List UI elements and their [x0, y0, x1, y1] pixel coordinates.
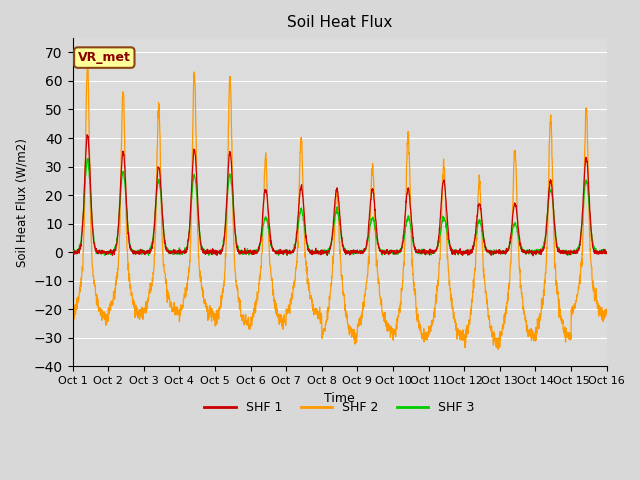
Y-axis label: Soil Heat Flux (W/m2): Soil Heat Flux (W/m2): [15, 138, 28, 267]
Text: VR_met: VR_met: [78, 51, 131, 64]
X-axis label: Time: Time: [324, 392, 355, 405]
Legend: SHF 1, SHF 2, SHF 3: SHF 1, SHF 2, SHF 3: [200, 396, 480, 419]
Title: Soil Heat Flux: Soil Heat Flux: [287, 15, 392, 30]
